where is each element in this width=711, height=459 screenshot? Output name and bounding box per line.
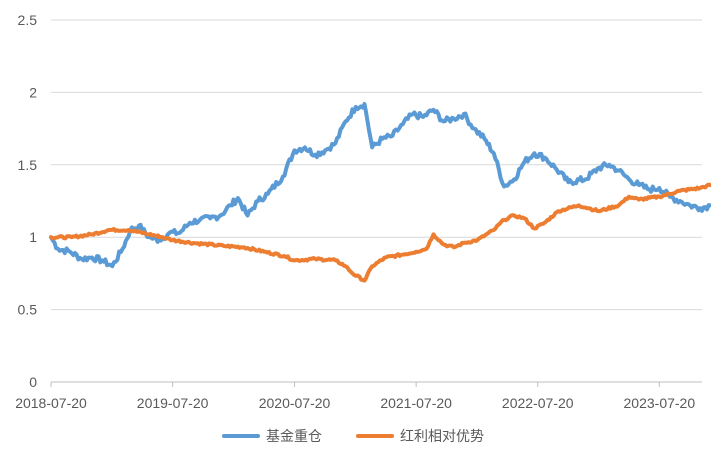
x-tick-label: 2021-07-20 xyxy=(380,395,452,411)
y-tick-label: 2 xyxy=(29,84,37,100)
series-lines xyxy=(49,102,711,283)
legend: 基金重仓 红利相对优势 xyxy=(222,428,484,445)
x-tick-label: 2023-07-20 xyxy=(624,395,696,411)
series-line-2 xyxy=(49,182,711,283)
y-tick-label: 2.5 xyxy=(18,12,38,28)
y-tick-label: 1 xyxy=(29,229,37,245)
y-tick-label: 0 xyxy=(29,374,37,390)
x-tick-label: 2022-07-20 xyxy=(502,395,574,411)
legend-label: 基金重仓 xyxy=(266,428,322,445)
legend-label: 红利相对优势 xyxy=(400,429,484,445)
y-tick-label: 1.5 xyxy=(18,157,38,173)
series-line-1 xyxy=(49,102,711,269)
axes: 0 0.5 1 1.5 2 2.5 2018-07-20 2019-07-20 2020-07-… xyxy=(15,12,702,411)
x-tick-label: 2019-07-20 xyxy=(137,395,209,411)
x-tick-label: 2020-07-20 xyxy=(259,395,331,411)
x-tick-label: 2018-07-20 xyxy=(15,395,87,411)
y-tick-label: 0.5 xyxy=(18,302,38,318)
